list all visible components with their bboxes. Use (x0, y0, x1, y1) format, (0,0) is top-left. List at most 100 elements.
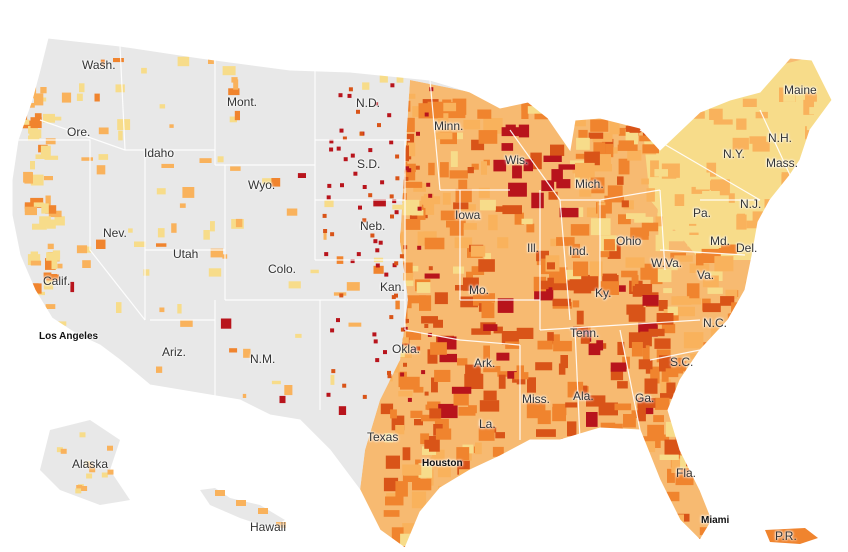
county-patch (423, 203, 435, 215)
county-patch (42, 113, 55, 123)
county-patch (518, 124, 530, 138)
county-patch (823, 409, 832, 422)
county-patch (541, 107, 555, 114)
county-patch (827, 180, 832, 198)
county-patch (644, 378, 658, 394)
county-patch (182, 187, 195, 198)
county-patch (507, 371, 517, 379)
county-patch (562, 540, 576, 548)
county-patch (434, 369, 451, 382)
county-patch (32, 283, 39, 290)
county-patch (516, 327, 534, 339)
county-patch (412, 478, 432, 491)
county-patch (534, 112, 551, 120)
county-patch (607, 185, 623, 197)
county-patch (28, 135, 40, 141)
county-patch (774, 267, 788, 278)
county-patch (666, 491, 680, 502)
county-patch (650, 106, 661, 122)
county-patch (435, 428, 452, 440)
county-patch (627, 500, 640, 507)
county-patch (645, 222, 659, 232)
county-patch (39, 216, 51, 227)
county-patch (353, 171, 358, 176)
county-patch (478, 130, 498, 144)
county-patch (159, 104, 166, 109)
county-patch (758, 272, 774, 287)
county-patch (679, 87, 696, 103)
state-label-pr: P.R. (775, 529, 797, 543)
county-patch (835, 281, 848, 298)
county-patch (797, 387, 817, 400)
county-patch (719, 411, 731, 429)
county-patch (627, 527, 648, 536)
county-patch (641, 405, 654, 415)
county-patch (536, 94, 554, 102)
county-patch (685, 419, 699, 429)
county-patch (637, 398, 656, 408)
county-patch (765, 280, 777, 296)
county-patch (588, 343, 601, 356)
county-patch (834, 177, 845, 189)
county-patch (702, 125, 713, 135)
county-patch (832, 234, 839, 239)
county-patch (775, 419, 791, 436)
county-patch (427, 349, 438, 364)
county-patch (229, 116, 237, 123)
county-patch (776, 282, 785, 295)
county-patch (617, 144, 638, 151)
county-patch (642, 144, 659, 154)
county-patch (822, 437, 832, 450)
county-patch (547, 277, 554, 288)
county-patch (706, 162, 717, 177)
county-patch (711, 164, 725, 175)
county-patch (243, 348, 251, 358)
county-patch (772, 158, 782, 175)
county-patch (533, 482, 546, 497)
county-patch (159, 307, 165, 313)
county-patch (473, 483, 492, 489)
alaska-patch (101, 472, 108, 478)
county-patch (470, 478, 478, 487)
state-label-okla: Okla. (392, 342, 421, 356)
state-label-miss: Miss. (522, 392, 550, 406)
county-patch (392, 199, 397, 204)
county-patch (743, 181, 752, 198)
state-label-ore: Ore. (67, 125, 91, 139)
county-patch (679, 172, 699, 187)
county-patch (818, 279, 827, 294)
county-patch (674, 255, 693, 262)
county-patch (789, 478, 809, 487)
county-patch (756, 156, 772, 166)
county-patch (564, 118, 572, 124)
county-patch (474, 542, 488, 548)
county-patch (589, 177, 605, 194)
state-label-maine: Maine (784, 83, 817, 97)
county-patch (179, 203, 186, 208)
county-patch (398, 391, 413, 397)
state-border (659, 189, 666, 271)
county-patch (667, 306, 678, 318)
county-patch (588, 505, 608, 521)
county-patch (482, 479, 498, 488)
county-patch (29, 72, 36, 79)
county-patch (750, 541, 769, 548)
county-patch (663, 288, 672, 294)
county-patch (428, 193, 433, 198)
state-label-sc: S.C. (670, 355, 694, 369)
county-patch (356, 109, 360, 114)
county-patch (453, 266, 465, 274)
county-patch (70, 281, 75, 293)
county-patch (743, 362, 760, 373)
county-patch (734, 451, 747, 462)
county-patch (423, 231, 437, 243)
county-patch (613, 519, 633, 529)
county-patch (829, 385, 832, 391)
county-patch (788, 397, 807, 405)
county-patch (634, 458, 648, 467)
county-patch (483, 390, 497, 401)
county-patch (836, 462, 844, 475)
county-patch (395, 300, 400, 310)
county-patch (208, 56, 214, 64)
county-patch (809, 499, 827, 505)
